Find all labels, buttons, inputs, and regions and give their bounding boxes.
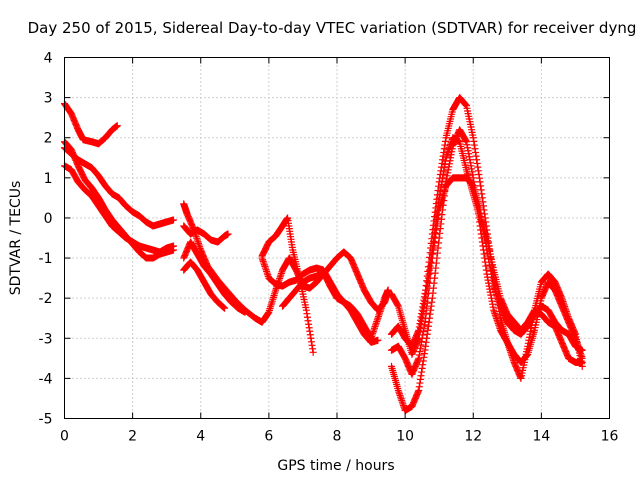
- x-tick-label: 14: [532, 429, 550, 445]
- data-point: [170, 216, 177, 224]
- y-tick-label: -2: [39, 291, 53, 307]
- x-tick-label: 10: [396, 429, 414, 445]
- y-tick-label: -5: [39, 412, 53, 428]
- y-tick-labels: -5 -4 -3 -2 -1 0 1 2 3 4: [39, 51, 53, 428]
- data-point: [578, 358, 586, 366]
- axis-ticks: [64, 57, 610, 419]
- y-tick-label: 3: [44, 91, 53, 107]
- x-tick-label: 12: [464, 429, 482, 445]
- data-point: [224, 230, 232, 238]
- y-tick-label: -3: [39, 331, 53, 347]
- data-point: [384, 286, 392, 294]
- y-axis-label: SDTVAR / TECUs: [8, 181, 24, 296]
- x-tick-label: 0: [60, 429, 69, 445]
- x-tick-label: 4: [196, 429, 205, 445]
- x-tick-label: 8: [333, 429, 342, 445]
- y-tick-label: -1: [39, 251, 53, 267]
- x-tick-label: 6: [264, 429, 273, 445]
- x-tick-label: 16: [601, 429, 619, 445]
- y-tick-label: 0: [44, 211, 53, 227]
- data-points: [61, 94, 586, 414]
- y-tick-label: 4: [44, 51, 53, 67]
- y-tick-label: -4: [39, 371, 53, 387]
- x-tick-labels: 0 2 4 6 8 10 12 14 16: [60, 429, 618, 445]
- data-point: [113, 122, 121, 130]
- chart-title: Day 250 of 2015, Sidereal Day-to-day VTE…: [28, 19, 637, 37]
- series-track-d: [61, 134, 586, 366]
- grid-lines: [64, 57, 610, 419]
- y-tick-label: 1: [44, 171, 53, 187]
- data-point: [241, 308, 249, 316]
- x-axis-label: GPS time / hours: [277, 458, 394, 474]
- data-point: [309, 348, 317, 356]
- y-tick-label: 2: [44, 131, 53, 147]
- x-tick-label: 2: [128, 429, 137, 445]
- data-point: [221, 304, 229, 312]
- data-point: [374, 336, 382, 344]
- data-point: [170, 242, 177, 250]
